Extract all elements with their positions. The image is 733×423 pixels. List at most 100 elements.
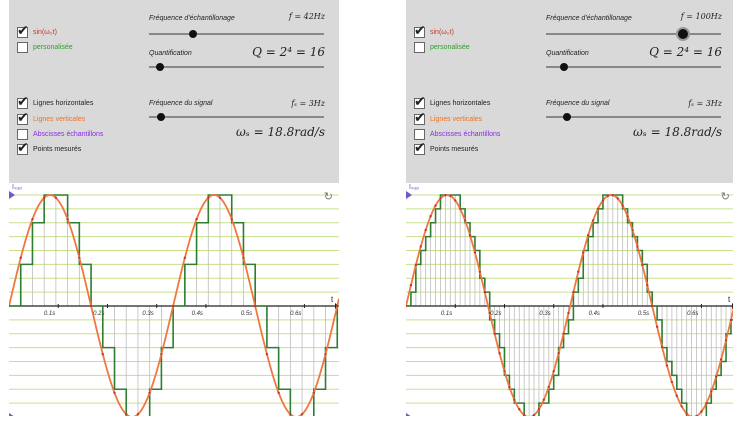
tick-label: 0.3s	[142, 311, 153, 317]
sample-point	[611, 194, 614, 197]
display-option-row[interactable]: Points mesurés	[414, 140, 478, 156]
checkbox[interactable]	[17, 140, 29, 156]
sample-point	[586, 234, 590, 237]
sample-point	[719, 358, 723, 361]
checkbox[interactable]	[414, 110, 426, 126]
display-option-row[interactable]: Points mesurés	[17, 140, 81, 156]
checkbox[interactable]	[414, 140, 426, 156]
sample-point	[626, 214, 629, 218]
display-option-row[interactable]: Lignes horizontales	[17, 94, 93, 110]
display-option-row[interactable]: Lignes verticales	[414, 110, 483, 126]
slider-title: Quantification	[149, 50, 192, 57]
sample-point	[300, 413, 304, 416]
checkbox[interactable]	[17, 128, 28, 140]
sample-point	[518, 408, 521, 411]
sample-point	[9, 304, 11, 308]
checkbox[interactable]	[17, 110, 29, 126]
simulation-panel-42hz: sin(ω₀t) personalisée Lignes horizontales L…	[9, 0, 339, 416]
tick-label: 0.1s	[44, 311, 55, 317]
display-option-row[interactable]: Abscisses échantillons	[17, 127, 103, 141]
sample-point	[66, 218, 69, 221]
sample-point	[409, 284, 413, 287]
slider-value-equation: fₛ = 3Hz	[688, 99, 722, 108]
slider-track[interactable]	[149, 116, 324, 118]
slider-track[interactable]	[149, 33, 324, 35]
sample-point	[148, 391, 151, 394]
sample-point	[680, 405, 683, 408]
tick-label: 0.4s	[192, 311, 203, 317]
signal-plot[interactable]: t0.1s0.2s0.3s0.4s0.5s0.6sIₛᵤₚIᵢₙf	[406, 183, 733, 416]
checkbox[interactable]	[414, 128, 425, 140]
sample-point	[724, 339, 728, 342]
slider-handle[interactable]	[157, 113, 166, 121]
tick-label: 0.5s	[638, 311, 649, 317]
quantized-signal	[406, 194, 733, 416]
checkbox[interactable]	[17, 94, 29, 110]
checkbox[interactable]	[414, 94, 426, 110]
sample-point	[670, 380, 674, 384]
sample-point	[503, 370, 506, 373]
option-label: Lignes horizontales	[430, 99, 491, 107]
checkbox[interactable]	[414, 23, 426, 39]
angular-frequency-readout: ωₛ = 18.8rad/s	[632, 125, 722, 139]
sample-point	[406, 304, 408, 308]
slider-title: Fréquence d'échantillonage	[149, 15, 235, 22]
tick-label: 0.2s	[490, 311, 501, 317]
tick-label: 0.5s	[241, 311, 252, 317]
lower-limit-marker-icon	[9, 413, 14, 416]
slider-handle[interactable]	[563, 113, 571, 121]
function-checkbox-row[interactable]: sin(ω₀t)	[414, 23, 454, 39]
signal-plot[interactable]: t0.1s0.2s0.3s0.4s0.5s0.6sIₛᵤₚIᵢₙf	[9, 183, 339, 416]
sample-point	[710, 390, 713, 393]
sample-point	[582, 251, 585, 254]
sample-point	[449, 194, 452, 198]
sample-point	[621, 204, 624, 207]
reload-icon[interactable]: ↻	[720, 190, 730, 203]
function-checkbox-row[interactable]: personalisée	[17, 40, 73, 54]
sample-point	[695, 414, 698, 416]
display-option-row[interactable]: Lignes horizontales	[414, 94, 491, 110]
sample-point	[646, 284, 649, 287]
slider-handle[interactable]	[677, 29, 688, 39]
checkbox-label: sin(ω₀t)	[33, 28, 57, 36]
sample-point	[473, 251, 477, 254]
sample-point	[606, 194, 610, 198]
option-label: Lignes verticales	[430, 115, 483, 123]
checkbox[interactable]	[17, 41, 28, 53]
slider-track[interactable]	[546, 116, 721, 118]
sample-point	[183, 256, 187, 260]
sample-point	[641, 263, 644, 267]
slider-handle[interactable]	[155, 63, 164, 71]
slider-track[interactable]	[149, 66, 324, 68]
sample-point	[31, 218, 34, 221]
function-checkbox-row[interactable]: sin(ω₀t)	[17, 23, 57, 39]
slider-title: Quantification	[546, 50, 589, 57]
slider-track[interactable]	[546, 66, 721, 68]
slider-value-equation: f = 100Hz	[680, 12, 722, 21]
slider-track[interactable]	[546, 33, 721, 35]
option-label: Abscisses échantillons	[33, 130, 104, 138]
checkbox[interactable]	[414, 41, 425, 53]
checkbox[interactable]	[17, 23, 29, 39]
sample-point	[324, 352, 327, 356]
upper-limit-label: Iₛᵤₚ	[409, 184, 419, 191]
sample-point	[289, 413, 292, 416]
reload-icon[interactable]: ↻	[323, 190, 333, 203]
slider-value-equation: Q = 2⁴ = 16	[649, 45, 722, 59]
display-option-row[interactable]: Abscisses échantillons	[414, 127, 500, 141]
sample-point	[729, 318, 733, 322]
sample-point	[253, 304, 257, 308]
slider-title: Fréquence d'échantillonage	[546, 15, 632, 22]
checkbox-label: personalisée	[430, 43, 470, 51]
function-checkbox-row[interactable]: personalisée	[414, 40, 470, 54]
display-option-row[interactable]: Lignes verticales	[17, 110, 85, 126]
sample-point	[557, 352, 560, 355]
tick-label: 0.3s	[539, 311, 550, 317]
sample-point	[478, 270, 482, 273]
slider-handle[interactable]	[188, 30, 197, 38]
controls-area: sin(ω₀t) personalisée Lignes horizontales L…	[9, 0, 339, 183]
slider-title: Fréquence du signal	[546, 100, 610, 107]
slider-value-equation: Q = 2⁴ = 16	[252, 45, 325, 59]
slider-handle[interactable]	[559, 63, 568, 71]
time-axis-label: t	[331, 295, 334, 304]
